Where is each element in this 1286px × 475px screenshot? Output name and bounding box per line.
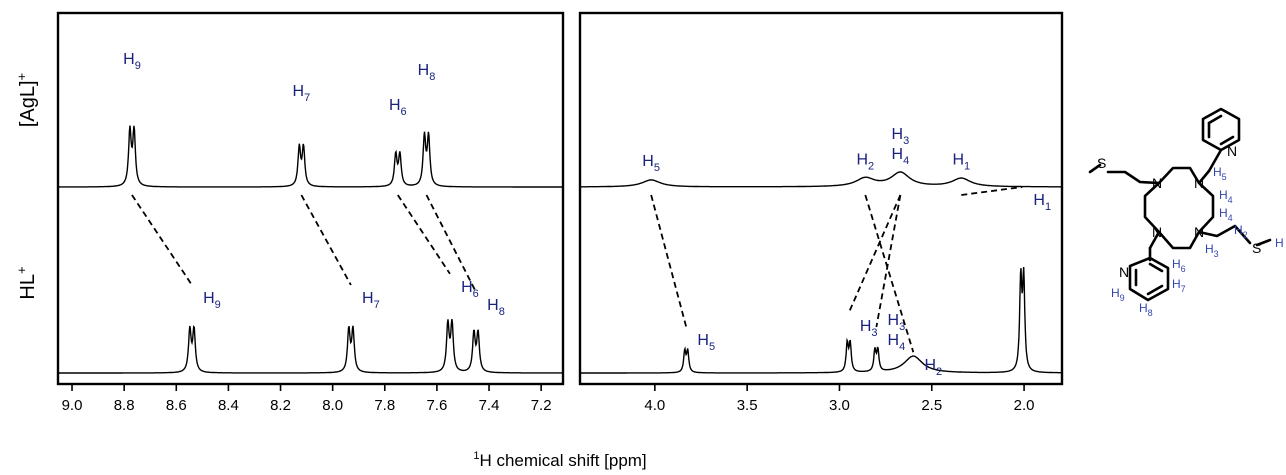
x-tick-label: 7.4 [479,397,500,414]
pyridine-bottom-double-3 [1146,284,1164,296]
tick-layer: 9.0 8.8 8.6 8.4 8.2 8.0 7.8 7.6 7.4 7.2 4.0 3.5 3.0 2… [62,384,1035,414]
peak-label: H3 [860,318,878,339]
x-tick-label: 9.0 [62,397,83,414]
peak-connector [961,186,1023,196]
x-tick-label: 7.2 [531,397,552,414]
peak-label: H8 [487,297,505,318]
x-tick-label: 7.8 [374,397,395,414]
x-tick-label: 2.0 [1014,397,1035,414]
bond-ch2-n-top [1197,169,1211,185]
atom-s-right: S [1252,240,1261,256]
thioether-arm-left [1106,170,1161,185]
pyridine-double-bond-1 [1207,114,1223,125]
x-tick-label: 8.6 [166,397,187,414]
peak-connector [650,194,688,328]
x-tick-label: 8.2 [270,397,291,414]
peak-connector [425,194,477,293]
peak-connector [397,194,451,275]
peak-label: H7 [362,290,380,311]
peak-label: H3 [888,312,906,333]
x-tick-label: 8.4 [218,397,239,414]
peak-label: H9 [123,51,141,72]
peak-label: H5 [642,153,660,174]
row-label-hl: HL+ [14,266,39,299]
struct-h5: H5 [1213,165,1227,182]
row-label-agl: [AgL]+ [14,73,39,127]
molecular-structure [1088,107,1272,302]
struct-h7: H7 [1172,277,1186,294]
x-tick-label: 7.6 [426,397,447,414]
x-tick-label: 2.5 [921,397,942,414]
atom-s-left: S [1097,155,1106,171]
x-tick-label: 4.0 [644,397,665,414]
peak-label: H7 [293,83,311,104]
peak-label: H8 [418,62,436,83]
peak-connector [847,194,902,314]
peak-label: H1 [952,152,970,173]
pyridine-ring-bottom [1128,256,1170,302]
x-axis-label: 1H chemical shift [ppm] [473,450,646,470]
methyl-s-right [1255,238,1272,247]
peak-label: H3 [892,126,910,147]
pyridine-ring-top [1201,107,1241,152]
methyl-s-left [1088,163,1102,174]
thioether-arm-right [1197,224,1252,245]
spectrum-line-hl [581,266,1061,374]
peak-label: H9 [203,290,221,311]
pyridine-double-bond-3 [1219,135,1235,146]
peak-label: H1 [1033,192,1051,213]
atom-n-pyr-top: N [1227,143,1237,159]
spectrum-line-agl [581,171,1061,188]
peak-connector [864,194,915,353]
spectra-layer [59,125,1061,374]
structure-h-labels: H5 H4 H4 H2 H3 H H6 H7 H9 H8 [1111,165,1284,318]
atom-n-2: N [1194,175,1204,191]
struct-h6: H6 [1172,257,1186,274]
peak-label: H6 [389,97,407,118]
struct-h2: H2 [1234,223,1248,240]
bond-pyr-ch2-top [1207,148,1223,173]
peak-connector [300,194,352,286]
struct-h9: H9 [1111,286,1125,303]
struct-h4-a: H4 [1219,188,1233,205]
peak-label: H2 [856,152,874,173]
atom-n-1: N [1152,175,1162,191]
atom-n-3: N [1152,224,1162,240]
x-tick-label: 3.0 [829,397,850,414]
peak-label: H6 [461,279,479,300]
peak-label: H5 [697,332,715,353]
x-tick-label: 8.8 [114,397,135,414]
x-tick-label: 8.0 [322,397,343,414]
x-tick-label: 3.5 [737,397,758,414]
struct-h3: H3 [1205,242,1219,259]
spectrum-line-agl [59,125,562,188]
connector-layer [131,186,1023,353]
struct-h4-b: H4 [1219,206,1233,223]
atom-n-pyr-bottom: N [1119,264,1129,280]
peak-label: H4 [888,332,906,353]
structure-atom-labels: N S N N N N S N [1097,143,1261,280]
aromatic-panel-frame [56,11,565,386]
peak-label: H2 [924,357,942,378]
pyridine-bottom-double-2 [1148,262,1164,273]
peak-connector [875,194,902,328]
struct-h8: H8 [1139,301,1153,318]
spectrum-line-hl [59,319,562,374]
atom-n-4: N [1194,224,1204,240]
aliphatic-panel-frame [578,11,1064,386]
peak-connector [131,194,193,286]
peak-label: H4 [892,146,910,167]
struct-h1: H [1275,236,1284,250]
bond-n-ch2-bottom [1148,230,1161,250]
